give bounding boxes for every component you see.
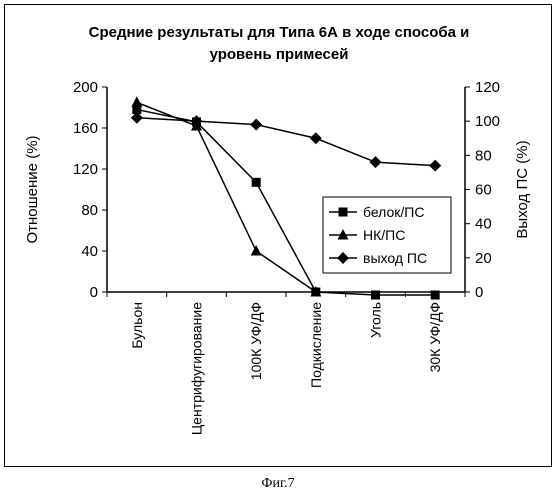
data-point-0 [371, 291, 380, 300]
legend-label: НК/ПС [363, 227, 405, 243]
x-category-label: Бульон [129, 302, 145, 349]
legend-label: белок/ПС [363, 204, 424, 220]
data-point-2 [370, 156, 382, 168]
right-y-tick-label: 0 [475, 284, 483, 301]
right-y-tick-label: 80 [475, 147, 492, 164]
chart-svg: Средние результаты для Типа 6А в ходе сп… [5, 5, 553, 468]
chart-title-line: уровень примесей [210, 46, 349, 63]
series-line-2 [137, 118, 435, 166]
data-point-2 [429, 160, 441, 172]
chart-frame: Средние результаты для Типа 6А в ходе сп… [4, 4, 552, 467]
right-y-tick-label: 20 [475, 250, 492, 267]
data-point-2 [310, 132, 322, 144]
right-y-tick-label: 100 [475, 113, 500, 130]
x-category-label: Центрифугирование [189, 302, 205, 435]
legend-label: выход ПС [363, 250, 427, 266]
left-y-axis-title: Отношение (%) [24, 135, 41, 243]
data-point-0 [252, 178, 261, 187]
left-y-tick-label: 40 [81, 243, 98, 260]
x-category-label: Уголь [368, 302, 384, 338]
x-category-label: 100К УФ/ДФ [248, 302, 264, 380]
data-point-0 [431, 291, 440, 300]
right-y-tick-label: 40 [475, 216, 492, 233]
left-y-tick-label: 160 [73, 120, 98, 137]
right-y-tick-label: 120 [475, 79, 500, 96]
right-y-axis-title: Выход ПС (%) [514, 140, 531, 238]
right-y-tick-label: 60 [475, 182, 492, 199]
data-point-2 [250, 119, 262, 131]
x-category-label: Подкисление [308, 302, 324, 388]
left-y-tick-label: 120 [73, 161, 98, 178]
left-y-tick-label: 80 [81, 202, 98, 219]
left-y-tick-label: 200 [73, 79, 98, 96]
legend-marker [339, 208, 348, 217]
data-point-1 [131, 96, 142, 107]
data-point-1 [251, 245, 262, 256]
series-line-1 [137, 102, 316, 292]
left-y-tick-label: 0 [90, 284, 98, 301]
chart-title-line: Средние результаты для Типа 6А в ходе сп… [89, 24, 470, 41]
x-category-label: 30К УФ/ДФ [427, 302, 443, 372]
figure-caption: Фиг.7 [0, 476, 556, 492]
